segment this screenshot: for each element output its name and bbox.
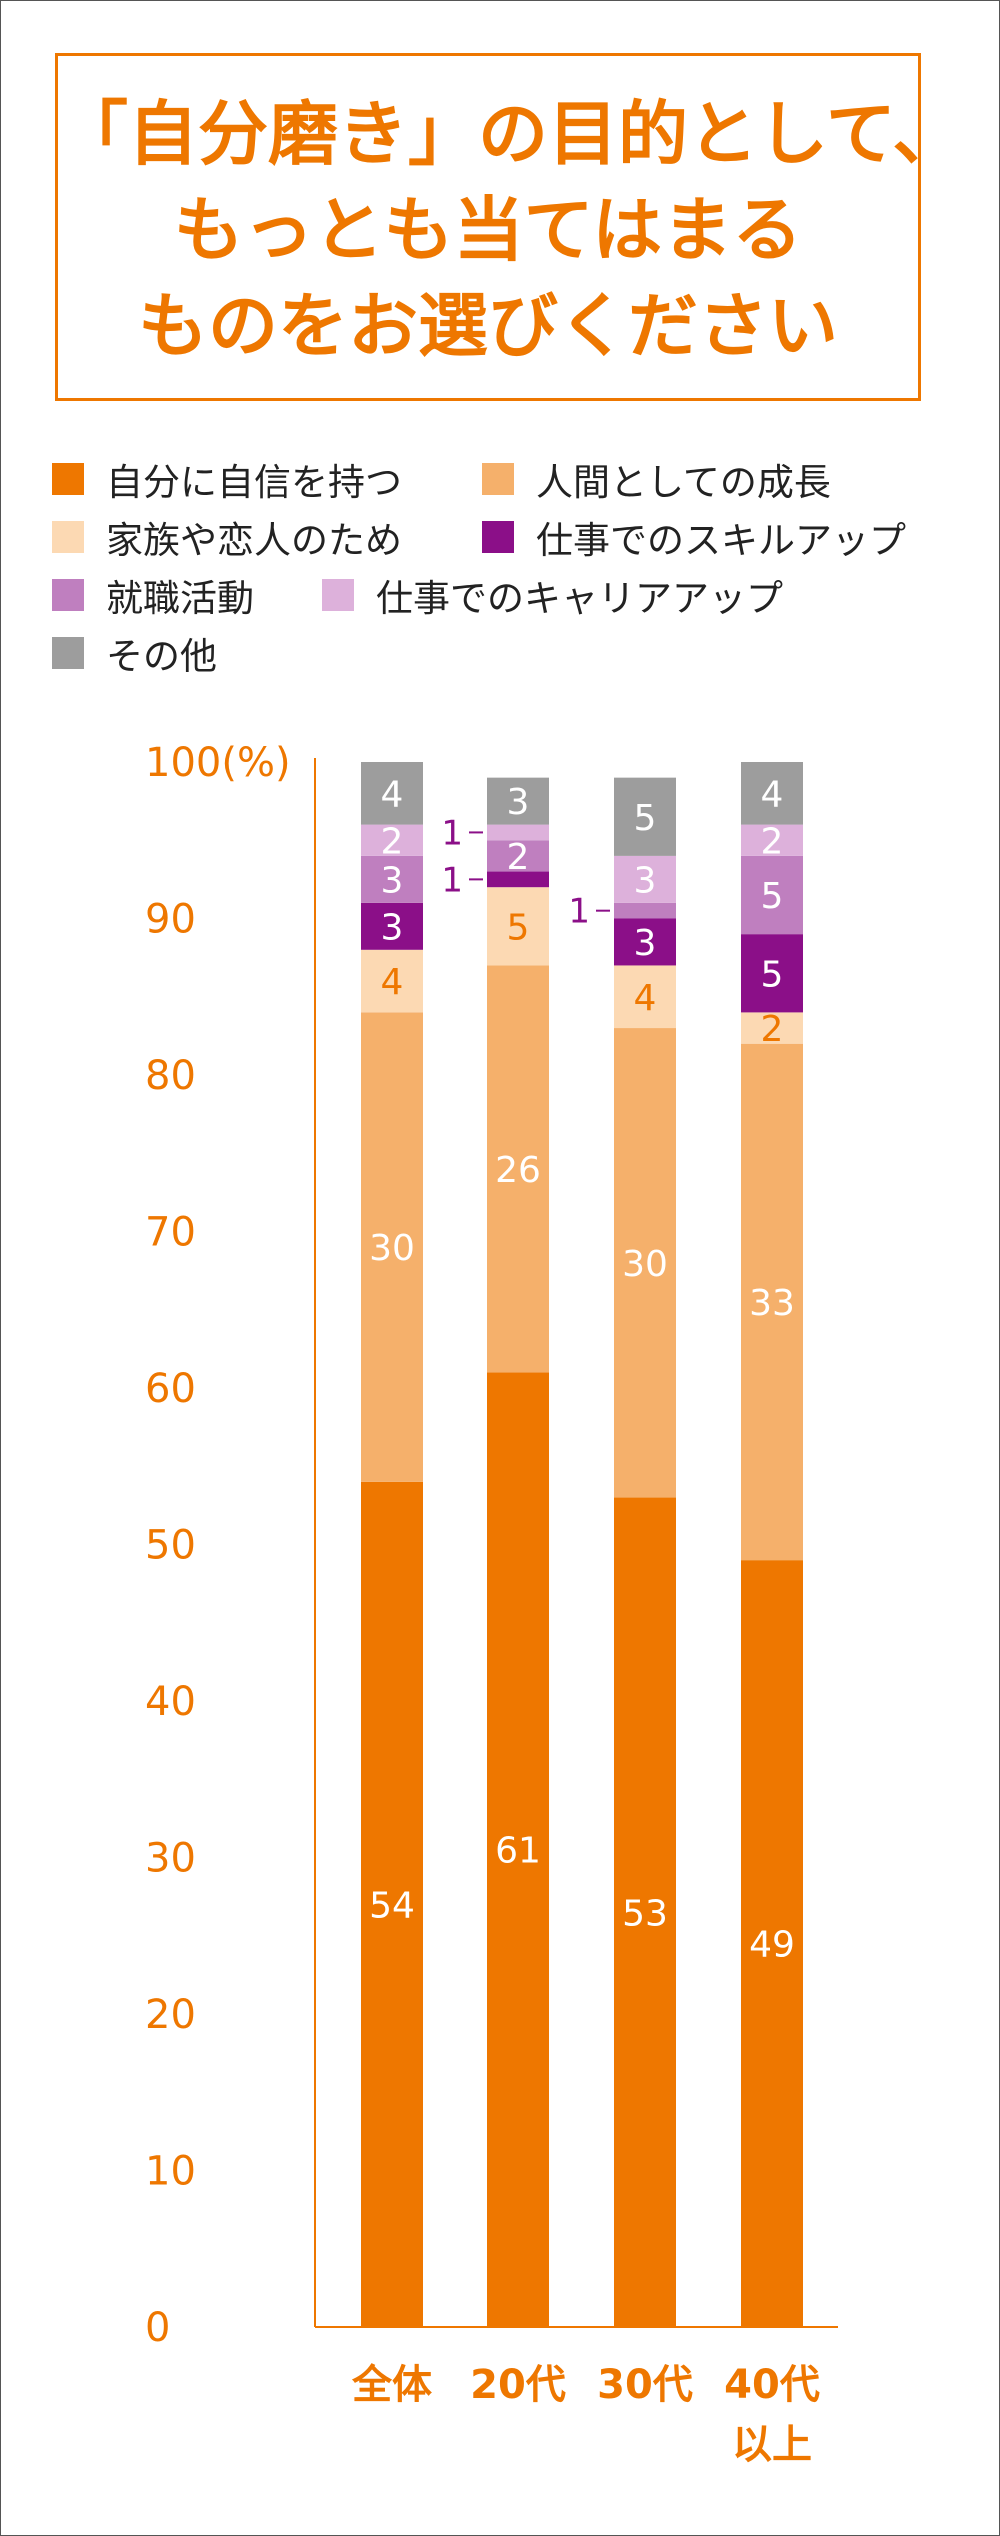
bar-segment (361, 1481, 423, 2327)
legend-label: 仕事でのキャリアアップ (376, 577, 783, 620)
legend-item: 家族や恋人のため (52, 510, 402, 564)
y-tick-label: 80 (145, 1053, 196, 1099)
bar-value-label: 5 (761, 954, 784, 995)
bar-segment (614, 965, 676, 1029)
bar-value-label: 54 (369, 1885, 415, 1926)
bar-value-label: 30 (369, 1228, 415, 1269)
bar-value-label-outside: 1 (441, 813, 463, 853)
bar-value-label: 2 (761, 821, 784, 862)
bar-value-label: 3 (634, 860, 657, 901)
y-tick-label: 20 (145, 1992, 196, 2038)
legend-swatch (52, 579, 84, 611)
y-tick-label: 10 (145, 2149, 196, 2195)
chart-title: 「自分磨き」の目的として、 もっとも当てはまる ものをお選びください (58, 86, 963, 374)
legend-label: 就職活動 (106, 577, 254, 620)
bar-segment (741, 1560, 803, 2327)
legend-swatch (482, 521, 514, 553)
bar-segment (741, 824, 803, 856)
bar-segment (361, 824, 423, 856)
bar-segment (614, 918, 676, 966)
bar-value-label: 3 (634, 923, 657, 964)
bar-value-label: 26 (495, 1150, 541, 1191)
bar-segment (741, 934, 803, 1013)
bar-value-label: 4 (634, 978, 657, 1019)
bar-value-label: 5 (761, 876, 784, 917)
bar-segment (614, 777, 676, 856)
bar-segment (487, 965, 549, 1373)
legend-item: 就職活動 (52, 568, 254, 622)
legend-item: 仕事でのキャリアアップ (322, 568, 783, 622)
bar-segment (741, 855, 803, 935)
legend-label: 人間としての成長 (536, 461, 831, 504)
bar-segment (741, 1043, 803, 1561)
bar-segment (741, 762, 803, 825)
bar-value-label: 4 (381, 962, 404, 1003)
title-line-3: ものをお選びください (138, 285, 838, 367)
legend-label: 自分に自信を持つ (106, 461, 402, 504)
bar-segment (361, 1012, 423, 1482)
legend-swatch (52, 521, 84, 553)
bar-segment (741, 1012, 803, 1044)
y-tick-label: 50 (145, 1523, 196, 1569)
legend-label: 仕事でのスキルアップ (536, 519, 906, 562)
bar-segment (361, 855, 423, 903)
bar-value-label: 61 (495, 1831, 541, 1872)
y-tick-label: 0 (145, 2305, 170, 2351)
x-tick-label: 以上 (732, 2422, 812, 2468)
legend-item: 人間としての成長 (482, 452, 831, 506)
bar-segment (614, 855, 676, 903)
bar-value-label-outside: 1 (568, 892, 590, 932)
legend-item: 仕事でのスキルアップ (482, 510, 906, 564)
bar-value-label: 49 (749, 1925, 795, 1966)
bar-value-label: 3 (381, 907, 404, 948)
bar-value-label: 2 (761, 1009, 784, 1050)
bar-value-label: 5 (507, 907, 530, 948)
title-line-2: もっとも当てはまる (173, 189, 803, 271)
bar-segment (361, 762, 423, 825)
x-tick-label: 30代 (597, 2362, 693, 2408)
bar-segment (361, 902, 423, 950)
bar-value-label: 4 (381, 774, 404, 815)
y-tick-label: 90 (145, 897, 196, 943)
bar-segment (487, 1372, 549, 2327)
legend-swatch (322, 579, 354, 611)
legend-item: その他 (52, 626, 217, 680)
x-tick-label: 40代 (724, 2362, 820, 2408)
y-tick-label: 100(%) (145, 740, 291, 786)
y-tick-label: 30 (145, 1836, 196, 1882)
bar-segment (487, 871, 549, 888)
bar-value-label: 4 (761, 774, 784, 815)
bar-value-label: 53 (622, 1893, 668, 1934)
bar-segment (614, 902, 676, 919)
bar-segment (614, 1497, 676, 2327)
legend-label: その他 (106, 635, 217, 678)
bar-value-label: 3 (381, 860, 404, 901)
x-tick-label: 20代 (470, 2362, 566, 2408)
bar-value-label: 2 (507, 837, 530, 878)
bar-segment (487, 887, 549, 966)
title-line-1: 「自分磨き」の目的として、 (58, 93, 963, 175)
y-tick-label: 70 (145, 1210, 196, 1256)
y-tick-label: 60 (145, 1366, 196, 1412)
bar-segment (487, 777, 549, 825)
bar-value-label: 5 (634, 798, 657, 839)
legend-label: 家族や恋人のため (106, 519, 402, 562)
bar-value-label: 2 (381, 821, 404, 862)
bar-value-label: 30 (622, 1244, 668, 1285)
legend-item: 自分に自信を持つ (52, 452, 402, 506)
legend-swatch (482, 463, 514, 495)
bar-segment (361, 949, 423, 1013)
x-tick-label: 全体 (351, 2362, 432, 2408)
bar-segment (614, 1028, 676, 1498)
bar-value-label: 3 (507, 782, 530, 823)
bar-segment (487, 824, 549, 841)
legend-swatch (52, 637, 84, 669)
bar-value-label-outside: 1 (441, 860, 463, 900)
y-tick-label: 40 (145, 1679, 196, 1725)
bar-value-label: 33 (749, 1283, 795, 1324)
legend-swatch (52, 463, 84, 495)
bar-segment (487, 840, 549, 872)
